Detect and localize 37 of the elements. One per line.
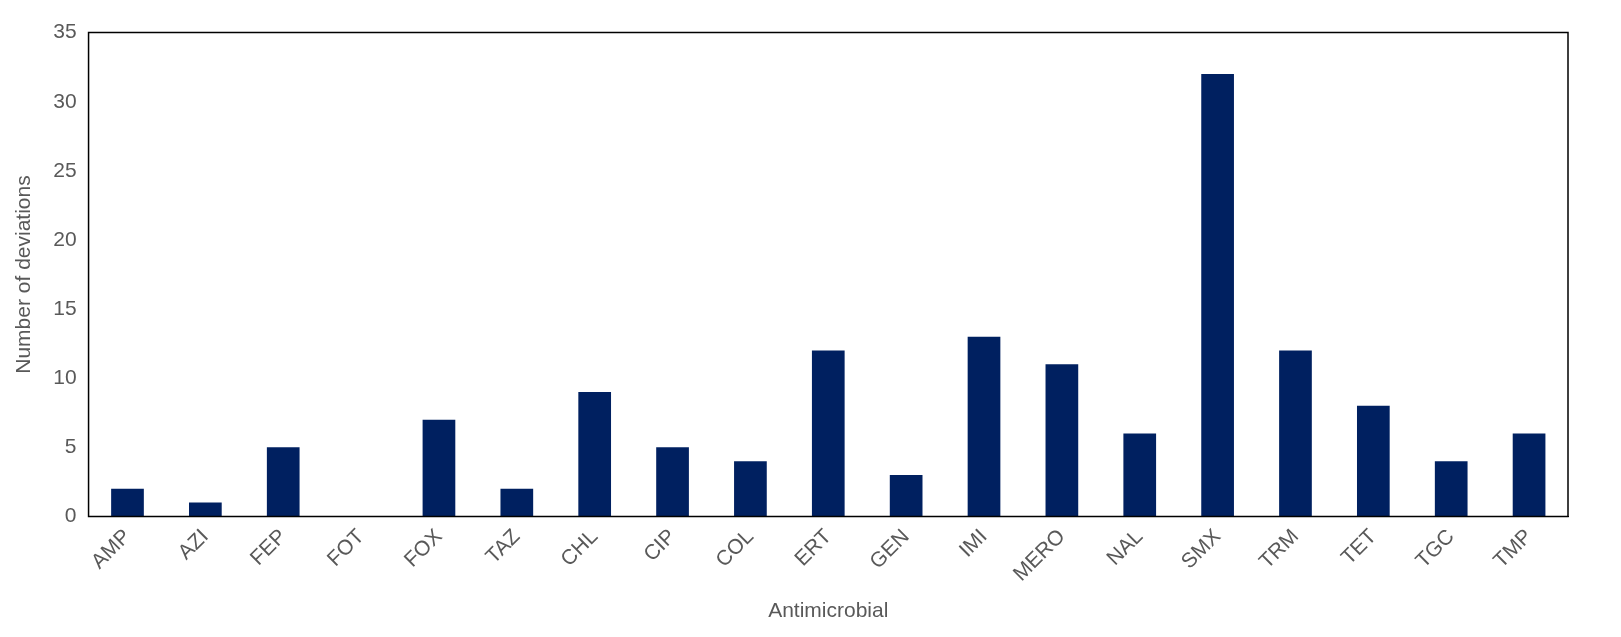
y-tick-label: 15 [53, 295, 77, 319]
x-tick-label: NAL [1101, 524, 1147, 570]
x-axis-title: Antimicrobial [768, 598, 889, 622]
bar [811, 350, 845, 517]
bar [189, 502, 222, 517]
y-tick-label: 5 [64, 434, 77, 458]
x-tick-label: CIP [638, 524, 680, 566]
y-tick-label: 10 [53, 364, 77, 388]
bar [111, 488, 144, 517]
bar [1512, 433, 1546, 517]
bar [1356, 405, 1390, 517]
y-tick-label: 0 [64, 503, 77, 527]
y-tick-label: 20 [53, 226, 77, 250]
bar [889, 474, 923, 517]
bar [1123, 433, 1157, 517]
x-tick-label: IMI [954, 524, 991, 561]
y-tick-label: 30 [53, 88, 77, 112]
x-tick-label: CHL [555, 524, 602, 570]
bar [578, 392, 612, 517]
bar [266, 447, 300, 517]
x-tick-label: TET [1335, 523, 1381, 569]
bar [500, 488, 534, 517]
y-tick-label: 25 [53, 157, 77, 181]
bar [422, 419, 456, 517]
bar [1279, 350, 1312, 517]
bar [656, 447, 689, 517]
bar [967, 336, 1001, 517]
x-tick-label: TAZ [480, 523, 524, 568]
x-tick-label: COL [710, 524, 758, 571]
x-tick-label: TGC [1410, 524, 1459, 572]
bar [734, 461, 767, 517]
bar [1201, 74, 1234, 517]
bar [1045, 364, 1079, 517]
y-axis-title: Number of deviations [11, 175, 35, 374]
y-tick-label: 35 [53, 19, 77, 43]
x-tick-label: AZI [172, 524, 213, 564]
bar [1434, 461, 1468, 517]
